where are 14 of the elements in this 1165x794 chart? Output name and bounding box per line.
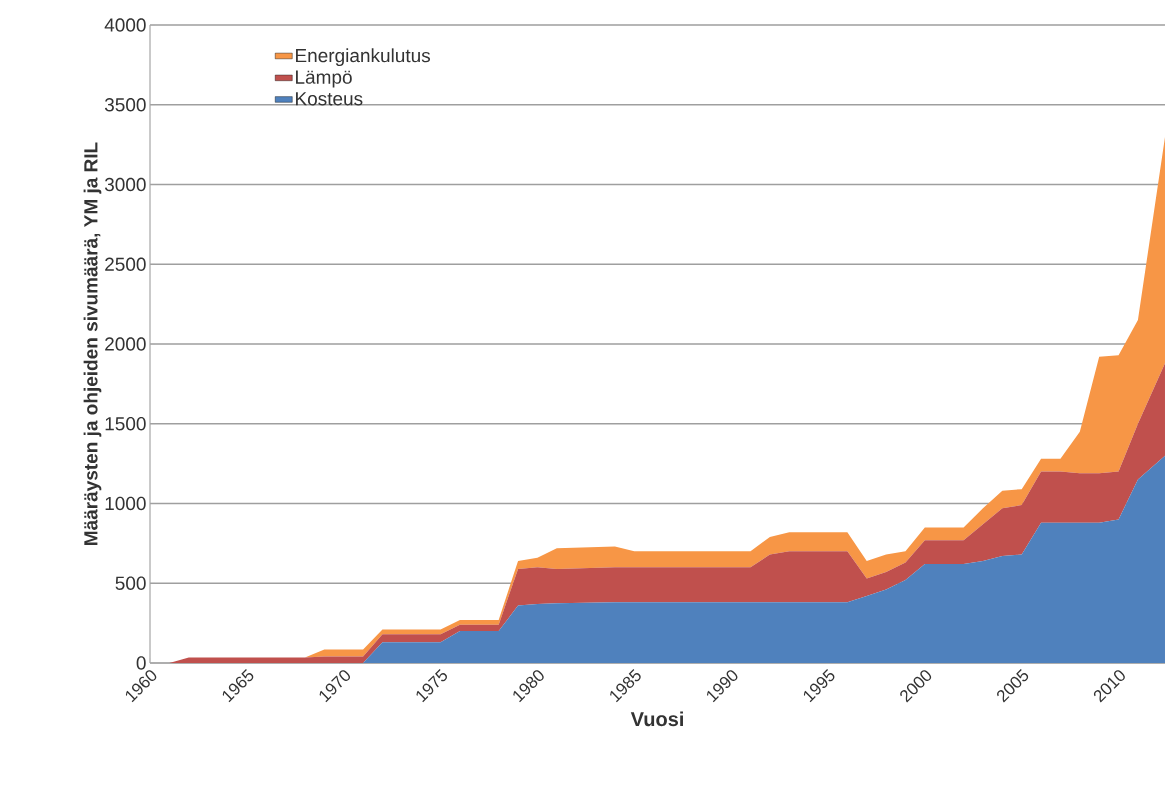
y-tick-label: 500 (115, 576, 146, 590)
y-tick-label: 3000 (104, 177, 146, 192)
y-tick-label: 1500 (105, 417, 146, 431)
y-tick-label: 0 (136, 656, 146, 670)
y-tick-label: 3500 (104, 98, 146, 112)
y-tick-label: 1000 (105, 496, 146, 511)
y-tick-label: 4000 (104, 18, 146, 32)
x-axis-title: Vuosi (630, 711, 683, 727)
y-tick-label: 2500 (105, 257, 146, 271)
y-axis-title: Määräysten ja ohjeiden sivumäärä, YM ja RIL (83, 142, 102, 545)
legend-label: Kosteus (296, 92, 363, 106)
legend-label: Energiankulutus (296, 48, 431, 67)
legend-label: Lämpö (296, 70, 352, 88)
y-tick-label: 2000 (105, 337, 146, 351)
